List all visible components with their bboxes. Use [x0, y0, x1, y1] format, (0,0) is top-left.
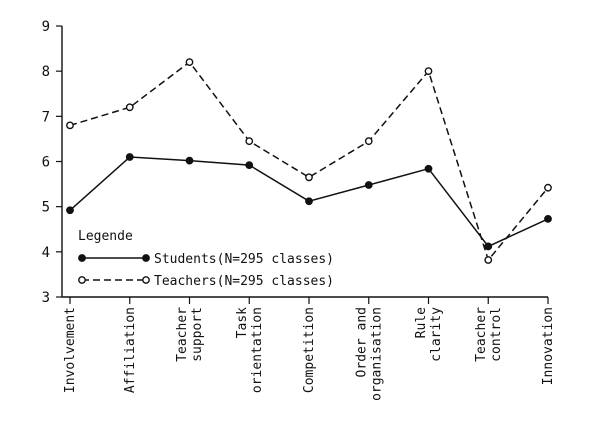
x-tick-label-line: orientation — [250, 307, 265, 393]
series-1-point — [364, 181, 373, 189]
series-2-point — [544, 183, 552, 192]
series-1-point — [66, 206, 74, 215]
series-2-point — [424, 67, 433, 76]
series-2-point — [185, 58, 194, 67]
x-tick-label-line: Teacher — [474, 307, 489, 362]
legend-marker — [142, 254, 150, 262]
y-tick-label: 9 — [42, 19, 50, 35]
series-1-point — [245, 161, 254, 170]
x-tick-label: Ruleclarity — [414, 307, 444, 362]
y-tick-label: 3 — [42, 290, 50, 306]
legend-marker — [142, 276, 150, 284]
series-1-point — [125, 153, 134, 161]
x-tick-label: Involvement — [63, 307, 78, 393]
series-2-point — [484, 256, 493, 264]
x-tick-label-line: Competition — [302, 307, 317, 393]
series-1-point — [424, 164, 433, 173]
legend-label-2: Teachers(N=295 classes) — [154, 274, 334, 289]
legend-marker — [78, 254, 86, 262]
series-1-point — [544, 214, 552, 223]
series-1-point — [484, 242, 493, 251]
x-tick-label-line: support — [190, 307, 205, 362]
x-axis: Involvement Affiliation Teachersupport Task… — [62, 296, 556, 401]
y-tick-label: 7 — [42, 109, 50, 125]
series-1-point — [305, 197, 313, 206]
x-tick-label: Teachercontrol — [474, 307, 504, 362]
series-line-2 — [69, 61, 549, 262]
x-tick-label: Affiliation — [123, 307, 138, 393]
x-tick-label-line: Innovation — [541, 307, 556, 385]
series-2-point — [66, 121, 74, 130]
legend-title: Legende — [78, 229, 133, 244]
y-tick-label: 6 — [42, 155, 50, 171]
y-tick-label: 5 — [42, 200, 50, 216]
x-tick-label-line: organisation — [369, 307, 384, 401]
y-tick-label: 8 — [42, 64, 50, 80]
series-1-point — [185, 156, 194, 165]
x-tick-label-line: Teacher — [175, 307, 190, 362]
x-tick-label-line: Affiliation — [123, 307, 138, 393]
legend-marker — [78, 276, 86, 284]
x-tick-label: Teachersupport — [175, 307, 205, 362]
legend-label-1: Students(N=295 classes) — [154, 252, 334, 267]
x-tick-label-line: Order and — [354, 307, 369, 377]
x-tick-label-line: Rule — [414, 307, 429, 338]
x-tick-label-line: Task — [235, 307, 250, 338]
x-tick-label: Innovation — [541, 307, 556, 385]
legend: Legende Students(N=295 classes) Teachers(N… — [78, 229, 334, 289]
series-2-point — [125, 103, 134, 112]
x-tick-label: Order andorganisation — [354, 307, 384, 401]
series-2-point — [364, 137, 373, 146]
x-tick-label-line: Involvement — [63, 307, 78, 393]
x-tick-label-line: clarity — [429, 307, 444, 362]
y-axis: 3 4 5 6 7 8 9 — [42, 19, 63, 306]
x-tick-label: Taskorientation — [235, 307, 265, 393]
x-tick-label: Competition — [302, 307, 317, 393]
series-2-point — [305, 173, 313, 182]
series-2-point — [245, 137, 254, 146]
x-tick-label-line: control — [489, 307, 504, 362]
y-tick-label: 4 — [42, 245, 50, 261]
series-layer — [66, 58, 552, 264]
